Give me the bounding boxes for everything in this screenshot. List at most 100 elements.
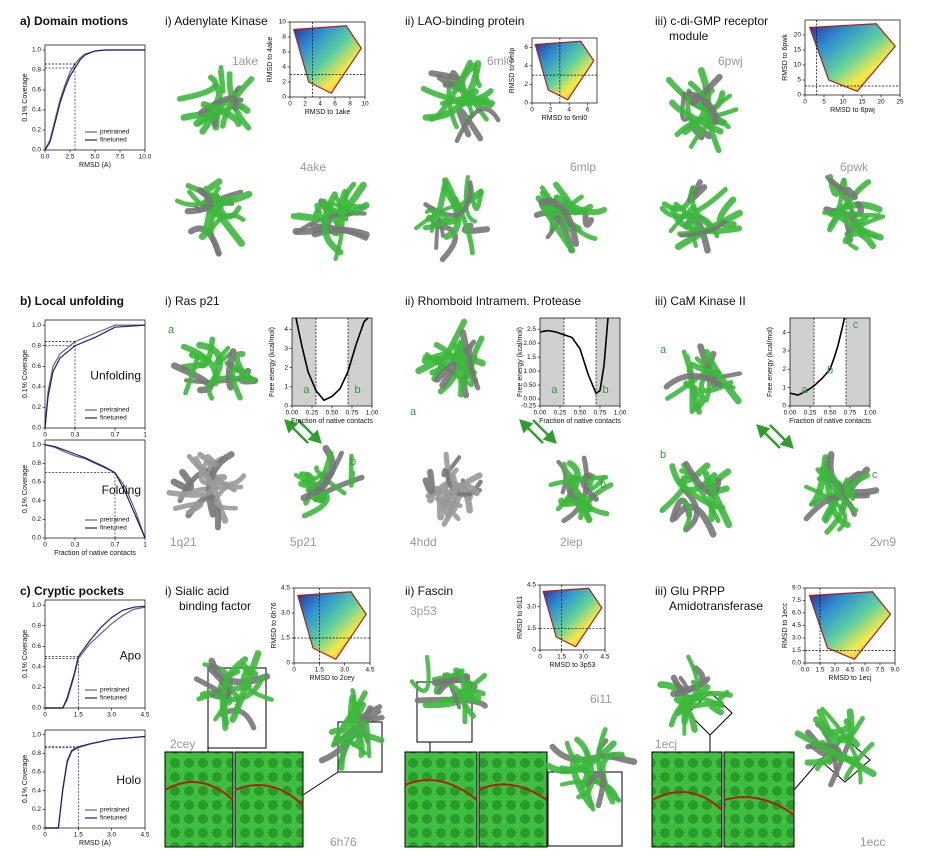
y-tick-label: 3.0 [281,610,290,617]
pdb-id: 1ake [232,54,258,68]
x-axis-label: Fraction of native contacts [291,418,373,425]
system-title: i) Ras p21 [165,294,220,308]
y-axis-label: 0.1% Coverage [22,630,29,678]
coverage-tag: Apo [120,648,142,662]
x-tick-label: 1.5 [315,667,324,674]
y-tick-label: 1.5 [527,625,536,632]
y-tick-label: 4 [284,326,288,333]
x-tick-label: 0.7 [110,432,119,439]
y-tick-label: 7.5 [792,597,801,604]
y-tick-label: 0.2 [32,404,41,411]
y-tick-label: 0.8 [32,750,41,757]
system-title: iii) c-di-GMP receptor [655,14,768,28]
x-tick-label: 0.00 [784,410,797,417]
y-tick-label: 3.0 [792,635,801,642]
ribbon [539,203,576,254]
y-axis-label: RMSD to 1ecc [782,602,789,648]
ribbon [200,101,242,127]
y-tick-label: 10 [279,19,287,26]
x-tick-label: 4.5 [600,654,609,661]
x-tick-label: 7.5 [115,154,124,161]
y-tick-label: 5 [797,77,801,84]
y-tick-label: 2.5 [527,326,536,333]
coverage-line [45,605,146,709]
ribbon [217,64,226,94]
x-tick-label: 0.00 [286,410,299,417]
section-label: a) Domain motions [20,14,128,28]
x-tick-label: 0.3 [70,432,79,439]
ribbon [813,708,855,744]
ribbon [827,177,858,201]
x-tick-label: 3.0 [340,667,349,674]
ribbon [466,339,481,391]
y-tick-label: 6 [282,49,286,56]
y-tick-label: 2 [524,81,528,88]
ribbon [856,215,869,225]
x-tick-label: 4 [318,101,322,108]
ribbon [844,477,856,501]
density-map [297,591,367,661]
y-tick-label: 0.4 [32,787,41,794]
ribbon [822,210,882,218]
ribbon [683,460,722,496]
pdb-id: 1ecj [655,737,677,751]
y-tick-label: 6 [524,44,528,51]
ribbon [675,684,711,717]
y-tick-label: 1.5 [281,635,290,642]
y-tick-label: 4 [524,63,528,70]
y-axis-label: 0.1% Coverage [22,465,29,513]
ribbon [706,93,739,119]
y-tick-label: 2.00 [523,340,536,347]
x-tick-label: 5 [822,99,826,106]
y-tick-label: 2 [284,364,288,371]
system-title: ii) Rhomboid Intramem. Protease [405,294,581,308]
x-tick-label: 0 [530,107,534,114]
ribbon [166,474,216,498]
plot-frame [804,587,896,664]
y-tick-label: 0.0 [32,825,41,832]
x-tick-label: 2.5 [65,154,74,161]
plot-frame [789,317,871,407]
ribbon [229,650,262,723]
x-axis-label: RMSD to 6pwj [830,107,875,114]
section-label: c) Cryptic pockets [20,584,124,598]
ribbon [328,727,385,744]
x-tick-label: 0 [43,712,47,719]
x-tick-label: 0 [288,101,292,108]
ribbon [422,339,465,362]
plot-frame [44,439,146,539]
y-tick-label: 0.2 [32,127,41,134]
x-tick-label: 20 [877,99,885,106]
ribbon [444,672,481,706]
ribbon [438,672,488,704]
ribbon [441,474,458,527]
ribbon [311,226,370,239]
pdb-id: 6ml0 [487,54,513,68]
x-axis-label: RMSD to 3p53 [550,662,596,669]
x-tick-label: 4.5 [140,832,149,839]
ribbon [548,474,609,488]
pocket-zooms [164,667,871,848]
state-label: c [872,469,878,481]
y-axis-label: Free energy (kcal/mol) [269,327,276,397]
y-tick-label: 0.6 [32,479,41,486]
ribbon [454,106,501,144]
x-tick-label: 0.75 [594,410,607,417]
ribbon [206,451,235,518]
legend-label: pretrained [100,687,130,694]
y-tick-label: 0.4 [32,384,41,391]
system-title: i) Adenylate Kinase [165,14,268,28]
state-label: b [827,365,833,377]
ribbon [673,696,698,733]
system-title: ii) Fascin [405,584,453,598]
plot-frame [44,729,146,829]
y-tick-label: 1 [284,384,288,391]
x-axis-label: RMSD to 2cey [309,675,355,682]
system-title: iii) CaM Kinase II [655,294,746,308]
x-tick-label: 0.00 [534,410,547,417]
y-tick-label: 3 [782,348,786,355]
ribbon [207,212,246,236]
coverage-tag: Holo [116,773,141,787]
x-axis-label: Fraction of native contacts [539,418,621,425]
